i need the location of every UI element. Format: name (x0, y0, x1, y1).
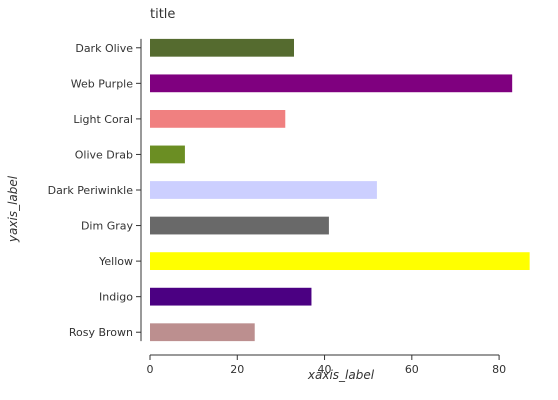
bar-light-coral (150, 110, 286, 128)
bar-yellow (150, 252, 530, 270)
x-tick-label-60: 60 (405, 363, 419, 376)
y-tick-label-olive-drab: Olive Drab (75, 148, 133, 161)
bar-dim-gray (150, 216, 329, 235)
y-tick-label-yellow: Yellow (98, 255, 133, 268)
bar-dark-olive (150, 38, 294, 57)
y-tick-label-rosy-brown: Rosy Brown (69, 326, 133, 339)
bar-dark-periwinkle (150, 181, 377, 199)
y-tick-label-indigo: Indigo (99, 291, 133, 304)
bar-rosy-brown (150, 323, 255, 342)
y-tick-label-dark-periwinkle: Dark Periwinkle (48, 184, 134, 197)
x-tick-label-20: 20 (230, 363, 244, 376)
y-tick-label-dark-olive: Dark Olive (75, 42, 133, 55)
x-tick-label-40: 40 (318, 363, 332, 376)
bars-group (150, 38, 530, 342)
chart-title: title (150, 7, 175, 22)
x-tick-label-0: 0 (147, 363, 154, 376)
x-axis-title: xaxis_label (307, 368, 375, 382)
y-tick-label-dim-gray: Dim Gray (81, 220, 134, 233)
bar-web-purple (150, 74, 513, 93)
y-axis: Rosy Brown Indigo Yellow Dim Gray Dark Periw… (48, 38, 142, 342)
bar-olive-drab (150, 145, 185, 164)
y-axis-title: yaxis_label (6, 175, 20, 243)
x-tick-label-80: 80 (492, 363, 506, 376)
x-axis: 0 20 40 60 80 (147, 354, 506, 376)
y-tick-label-light-coral: Light Coral (73, 113, 133, 126)
bar-indigo (150, 287, 312, 306)
y-tick-label-web-purple: Web Purple (71, 77, 133, 90)
